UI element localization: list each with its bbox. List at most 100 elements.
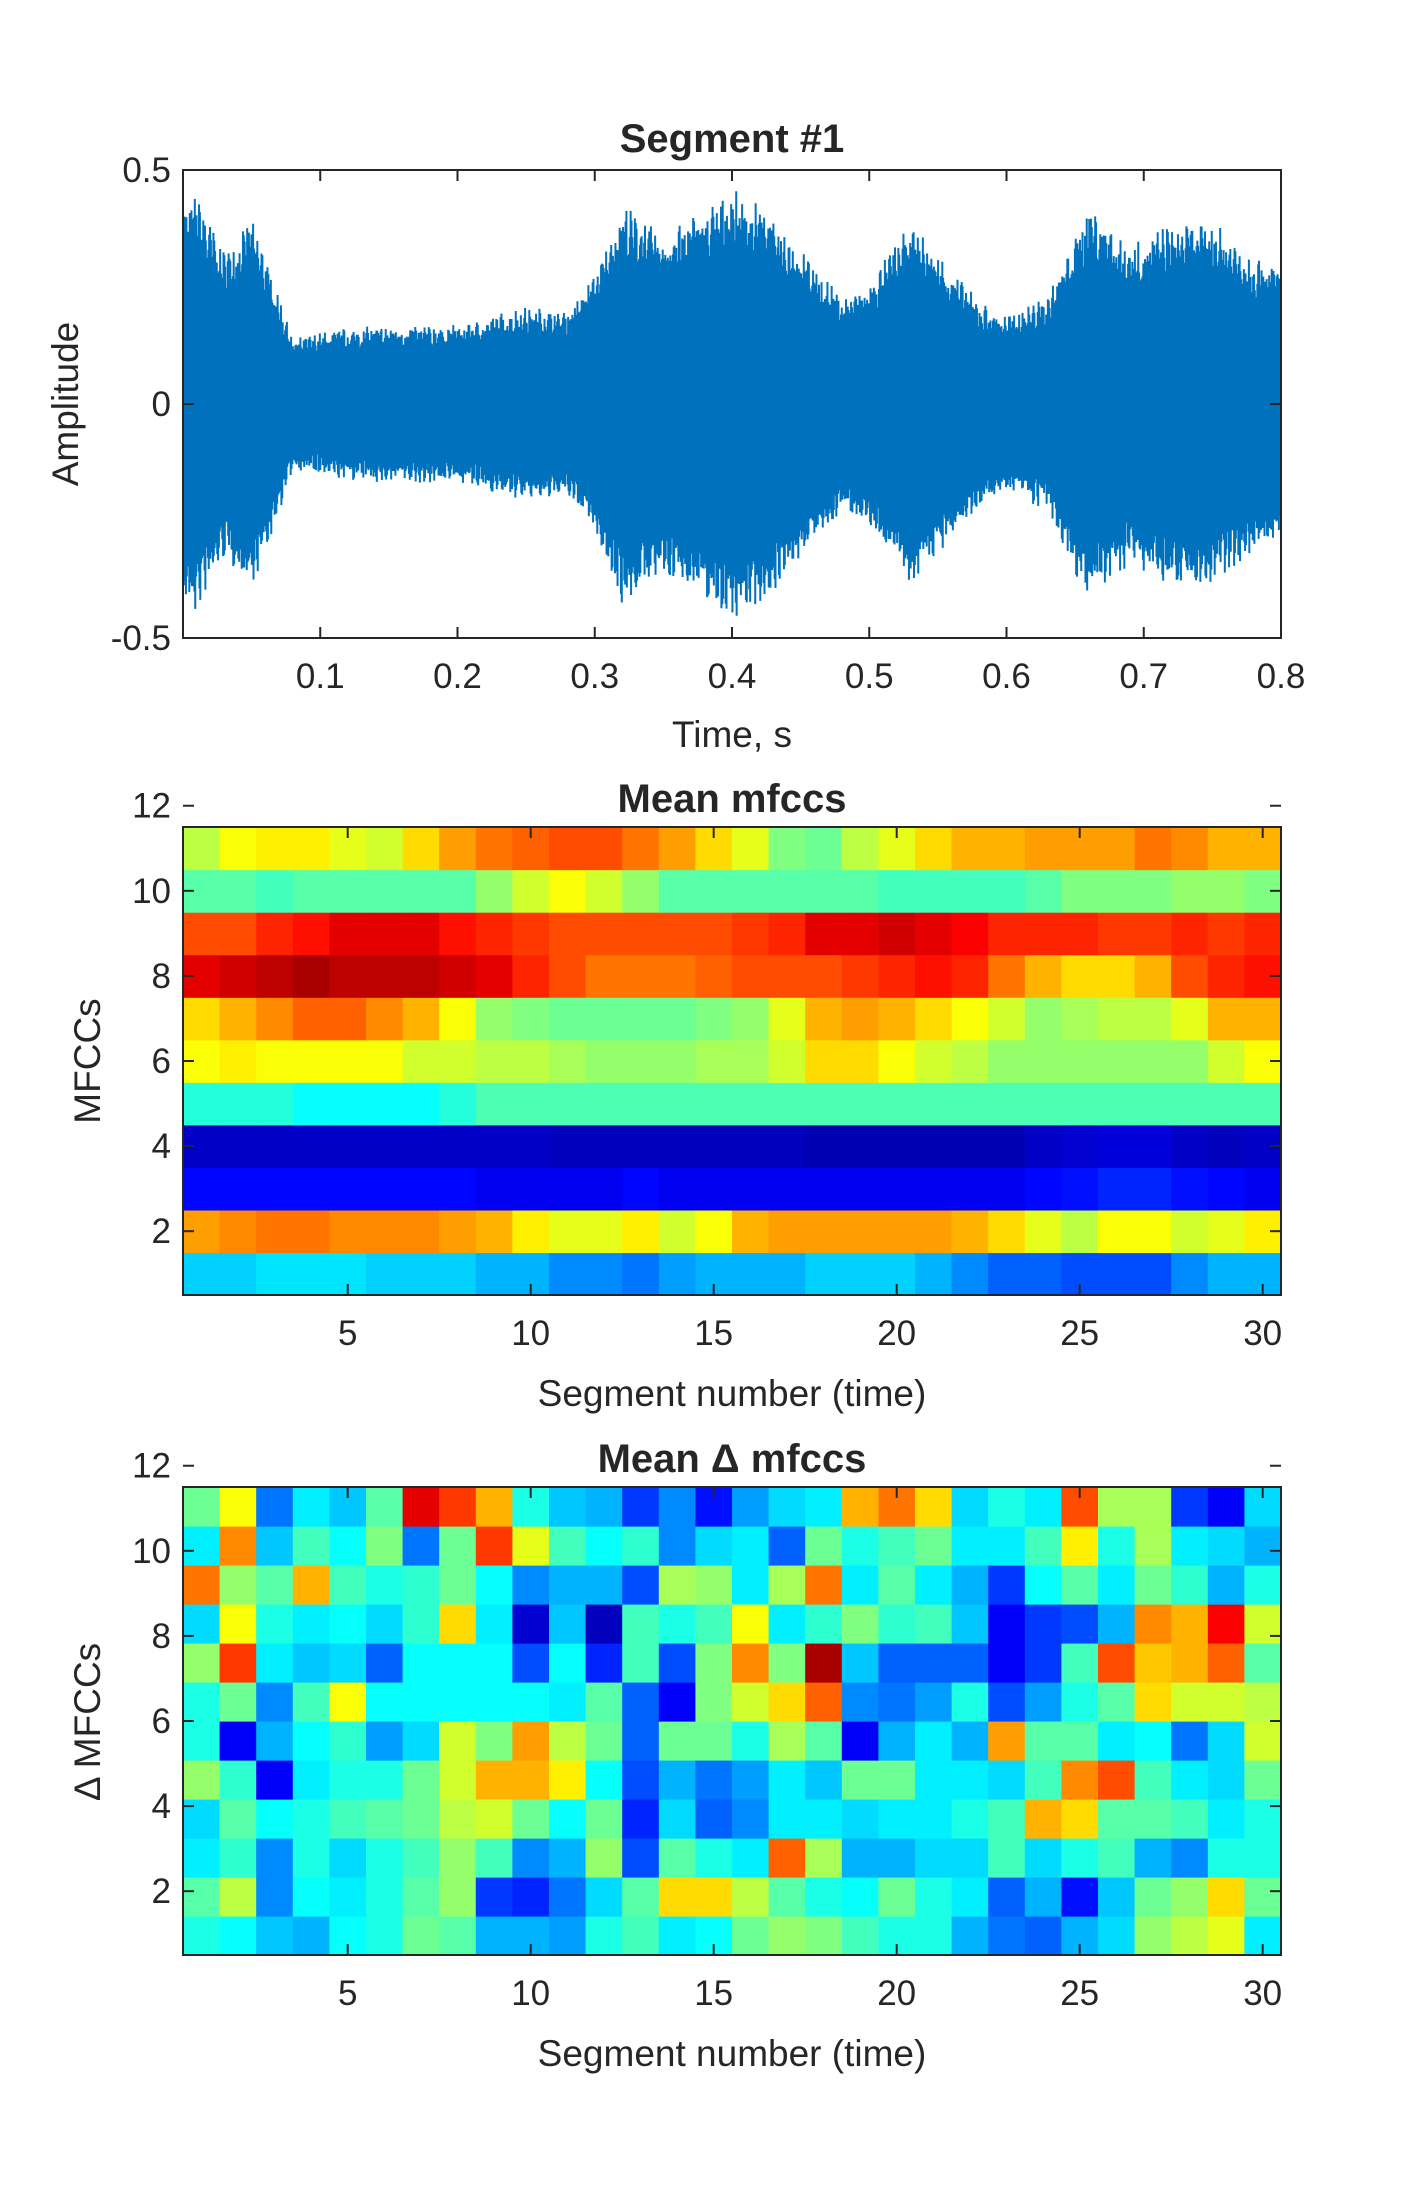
mfcc-cell bbox=[256, 997, 294, 1041]
delta-mfcc-cell bbox=[695, 1877, 733, 1917]
delta-mfcc-cell bbox=[183, 1877, 221, 1917]
mfcc-cell bbox=[768, 869, 806, 913]
delta-mfcc-cell bbox=[768, 1643, 806, 1683]
mfcc-cell bbox=[951, 912, 989, 956]
mfcc-cell bbox=[329, 1167, 367, 1211]
mfcc-cell bbox=[951, 1039, 989, 1083]
mfcc-cell bbox=[183, 912, 221, 956]
delta-mfcc-cell bbox=[402, 1721, 440, 1761]
delta-mfcc-cell bbox=[292, 1799, 330, 1839]
mfcc-cell bbox=[402, 1209, 440, 1254]
delta-mfcc-cell bbox=[915, 1916, 953, 1956]
delta-mfcc-cell bbox=[878, 1721, 916, 1761]
mfcc-cell bbox=[402, 954, 440, 998]
delta-mfcc-cell bbox=[512, 1721, 550, 1761]
mfcc-cell bbox=[915, 912, 953, 956]
delta-mfcc-cell bbox=[402, 1760, 440, 1800]
delta-mfcc-cell bbox=[841, 1838, 879, 1878]
mfcc-cell bbox=[658, 869, 696, 913]
mfcc-cell bbox=[1207, 869, 1245, 913]
mfcc-cell bbox=[219, 997, 257, 1041]
delta-mfcc-cell bbox=[768, 1799, 806, 1839]
delta-mfcc-cell bbox=[219, 1682, 257, 1722]
delta-mfcc-cell bbox=[988, 1604, 1026, 1644]
mfcc-cell bbox=[475, 1082, 513, 1126]
delta-mfcc-cell bbox=[439, 1916, 477, 1956]
delta-mfcc-cell bbox=[292, 1760, 330, 1800]
delta-mfcc-cell bbox=[915, 1526, 953, 1566]
delta-mfcc-cell bbox=[585, 1526, 623, 1566]
mfcc-cell bbox=[1171, 869, 1209, 913]
delta-mfcc-cell bbox=[439, 1877, 477, 1917]
mfcc-cell bbox=[512, 1124, 550, 1168]
delta-mfcc-y-tick-label: 4 bbox=[152, 1787, 171, 1826]
mfcc-cell bbox=[915, 1209, 953, 1254]
delta-mfcc-cell bbox=[1061, 1643, 1099, 1683]
mfcc-cell bbox=[878, 954, 916, 998]
delta-mfcc-cell bbox=[951, 1565, 989, 1605]
delta-mfcc-cell bbox=[1207, 1604, 1245, 1644]
delta-mfcc-cell bbox=[1171, 1604, 1209, 1644]
delta-mfcc-cell bbox=[219, 1838, 257, 1878]
mfcc-cell bbox=[475, 997, 513, 1041]
delta-mfcc-cell bbox=[256, 1877, 294, 1917]
mfcc-cell bbox=[805, 1209, 843, 1254]
delta-mfcc-cell bbox=[951, 1760, 989, 1800]
mfcc-x-tick-label: 10 bbox=[511, 1314, 550, 1353]
mfcc-cell bbox=[549, 1252, 587, 1296]
delta-mfcc-cell bbox=[1134, 1682, 1172, 1722]
mfcc-cell bbox=[402, 1252, 440, 1296]
mfcc-x-tick-label: 5 bbox=[338, 1314, 357, 1353]
delta-mfcc-cell bbox=[512, 1682, 550, 1722]
delta-mfcc-cell bbox=[732, 1526, 770, 1566]
delta-mfcc-cell bbox=[915, 1877, 953, 1917]
mfcc-cell bbox=[658, 1124, 696, 1168]
mfcc-cell bbox=[256, 1082, 294, 1126]
mfcc-cell bbox=[695, 912, 733, 956]
delta-mfcc-cell bbox=[878, 1604, 916, 1644]
mfcc-cell bbox=[988, 1209, 1026, 1254]
mfcc-cell bbox=[512, 869, 550, 913]
delta-mfcc-cell bbox=[402, 1526, 440, 1566]
mfcc-cell bbox=[732, 827, 770, 871]
mfcc-cell bbox=[805, 1167, 843, 1211]
delta-mfcc-cell bbox=[475, 1565, 513, 1605]
mfcc-cell bbox=[585, 1039, 623, 1083]
mfcc-cell bbox=[951, 1209, 989, 1254]
mfcc-cell bbox=[219, 1252, 257, 1296]
delta-mfcc-cell bbox=[256, 1682, 294, 1722]
mfcc-cell bbox=[1207, 912, 1245, 956]
delta-mfcc-cell bbox=[183, 1526, 221, 1566]
mfcc-cell bbox=[1061, 1039, 1099, 1083]
delta-mfcc-cell bbox=[549, 1838, 587, 1878]
delta-mfcc-cell bbox=[585, 1565, 623, 1605]
delta-mfcc-cell bbox=[915, 1643, 953, 1683]
mfcc-cell bbox=[658, 827, 696, 871]
mfcc-cell bbox=[219, 1039, 257, 1083]
mfcc-cell bbox=[1024, 1252, 1062, 1296]
delta-mfcc-cell bbox=[1098, 1877, 1136, 1917]
delta-mfcc-cell bbox=[1134, 1604, 1172, 1644]
delta-mfcc-cell bbox=[915, 1487, 953, 1527]
mfcc-cell bbox=[475, 827, 513, 871]
mfcc-cell bbox=[622, 1039, 660, 1083]
mfcc-cell bbox=[1134, 1252, 1172, 1296]
mfcc-cell bbox=[1024, 1124, 1062, 1168]
mfcc-cell bbox=[549, 1039, 587, 1083]
delta-mfcc-cell bbox=[915, 1721, 953, 1761]
delta-mfcc-cell bbox=[475, 1799, 513, 1839]
mfcc-cell bbox=[658, 1167, 696, 1211]
delta-mfcc-cell bbox=[219, 1760, 257, 1800]
mfcc-cell bbox=[402, 869, 440, 913]
mfcc-cell bbox=[695, 869, 733, 913]
delta-mfcc-cell bbox=[1098, 1760, 1136, 1800]
delta-mfcc-y-tick-label: 6 bbox=[152, 1702, 171, 1741]
waveform-x-tick-label: 0.7 bbox=[1119, 657, 1168, 696]
delta-mfcc-cell bbox=[1098, 1487, 1136, 1527]
mfcc-cell bbox=[256, 1252, 294, 1296]
mfcc-cell bbox=[878, 997, 916, 1041]
mfcc-cell bbox=[1024, 912, 1062, 956]
mfcc-cell bbox=[549, 827, 587, 871]
delta-mfcc-cell bbox=[878, 1760, 916, 1800]
delta-mfcc-cell bbox=[658, 1526, 696, 1566]
